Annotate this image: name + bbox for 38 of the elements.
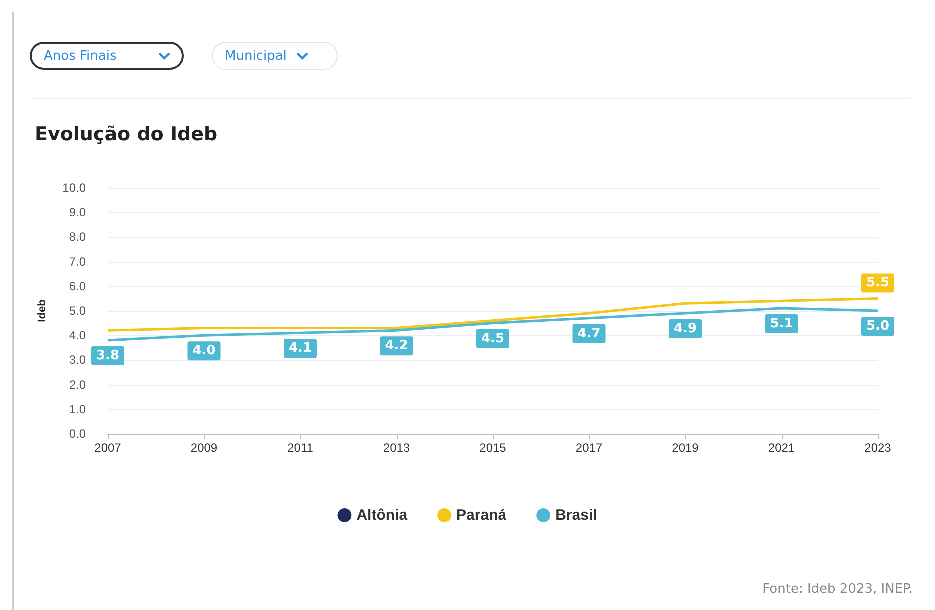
- x-tick-label: 2009: [190, 441, 218, 455]
- y-tick-label: 3.0: [69, 353, 86, 368]
- data-label: 4.2: [385, 338, 408, 354]
- data-label: 5.1: [770, 316, 794, 332]
- y-tick-label: 9.0: [69, 206, 86, 220]
- data-label: 4.1: [288, 341, 312, 356]
- x-tick-label: 2023: [864, 441, 892, 455]
- data-label: 3.8: [96, 348, 120, 364]
- y-tick-label: 8.0: [69, 230, 86, 244]
- legend-label: Brasil: [556, 507, 598, 524]
- data-label: 5.5: [866, 276, 890, 291]
- x-tick-label: 2011: [288, 441, 314, 455]
- x-tick-label: 2021: [768, 441, 796, 455]
- dropdown: Municipal: [212, 42, 338, 70]
- y-tick-label: 1.0: [69, 402, 86, 416]
- y-tick-label: 4.0: [69, 328, 86, 343]
- legend-label: Paraná: [456, 507, 508, 524]
- x-tick-label: 2013: [383, 441, 410, 455]
- data-label: 4.7: [578, 326, 601, 342]
- source-note: Fonte: Ideb 2023, INEP.: [762, 582, 913, 597]
- x-tick-label: 2007: [94, 441, 122, 455]
- y-axis-title: Ideb: [36, 299, 48, 322]
- x-tick-label: 2015: [480, 441, 507, 455]
- chart-title: Evolução do Ideb: [35, 124, 218, 146]
- y-tick-label: 2.0: [69, 378, 86, 392]
- x-tick-label: 2017: [576, 441, 603, 455]
- data-label: 4.9: [674, 321, 698, 336]
- y-tick-label: 5.0: [69, 304, 86, 318]
- y-tick-label: 0.0: [69, 427, 86, 441]
- y-tick-label: 6.0: [69, 279, 86, 294]
- y-tick-label: 7.0: [69, 254, 86, 269]
- y-tick-label: 10.0: [62, 181, 86, 195]
- data-label: 4.0: [192, 344, 216, 359]
- x-tick-label: 2019: [672, 441, 700, 455]
- data-label: 5.0: [866, 319, 890, 334]
- legend-label: Altônia: [356, 507, 408, 524]
- dropdown: Anos Finais: [30, 42, 184, 70]
- data-label: 4.5: [481, 331, 505, 346]
